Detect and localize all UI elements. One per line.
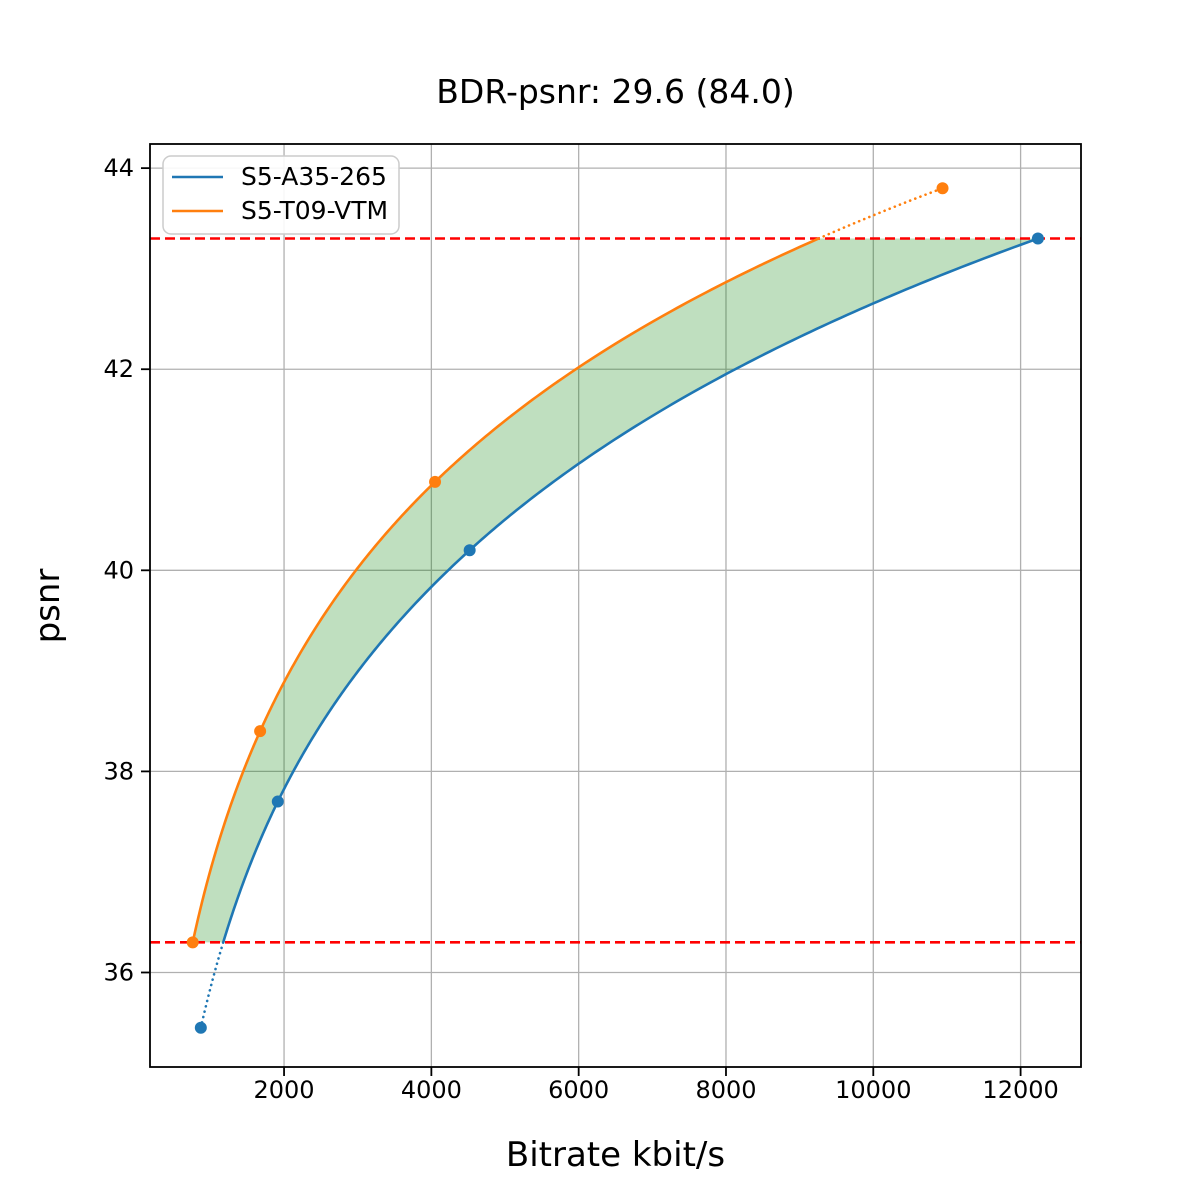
legend-box bbox=[162, 155, 400, 235]
data-point-S5-A35-265 bbox=[1031, 232, 1044, 245]
y-tick-label: 38 bbox=[103, 757, 134, 785]
x-tick-label: 2000 bbox=[254, 1076, 315, 1104]
bd-shaded-region bbox=[192, 238, 1038, 943]
x-tick-label: 12000 bbox=[982, 1076, 1058, 1104]
x-tick-label: 8000 bbox=[695, 1076, 756, 1104]
data-point-S5-T09-VTM bbox=[254, 725, 267, 738]
y-tick-label: 42 bbox=[103, 355, 134, 383]
series-line-S5-A35-265 bbox=[221, 237, 1039, 943]
data-point-S5-A35-265 bbox=[194, 1021, 207, 1034]
y-tick-label: 44 bbox=[103, 154, 134, 182]
data-point-S5-A35-265 bbox=[463, 544, 476, 557]
x-axis-label: Bitrate kbit/s bbox=[505, 1135, 726, 1175]
y-tick-label: 40 bbox=[103, 556, 134, 584]
series-line-dotted-S5-A35-265 bbox=[199, 941, 225, 1030]
data-point-S5-T09-VTM bbox=[429, 475, 442, 488]
data-point-S5-T09-VTM bbox=[936, 182, 949, 195]
chart-title: BDR-psnr: 29.6 (84.0) bbox=[436, 72, 795, 111]
legend-label: S5-A35-265 bbox=[241, 162, 387, 191]
series-line-S5-T09-VTM bbox=[191, 237, 820, 943]
data-point-S5-T09-VTM bbox=[186, 936, 199, 949]
x-tick-label: 10000 bbox=[835, 1076, 911, 1104]
y-tick-label: 36 bbox=[103, 958, 134, 986]
data-point-S5-A35-265 bbox=[271, 795, 284, 808]
x-tick-label: 4000 bbox=[401, 1076, 462, 1104]
legend-label: S5-T09-VTM bbox=[241, 196, 388, 225]
plot-border bbox=[149, 143, 1082, 1068]
x-tick-label: 6000 bbox=[548, 1076, 609, 1104]
series-line-dotted-S5-T09-VTM bbox=[817, 186, 944, 240]
